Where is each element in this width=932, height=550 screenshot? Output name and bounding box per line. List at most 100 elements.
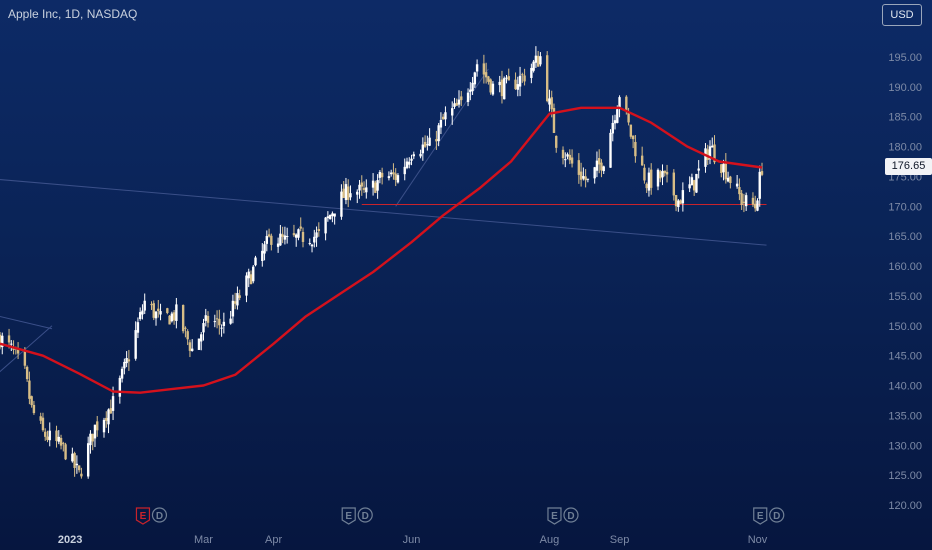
candle-body: [109, 408, 112, 414]
candle-body: [202, 323, 205, 333]
candle-body: [754, 203, 757, 209]
candle: [460, 90, 463, 107]
candle: [491, 81, 495, 96]
candle-body: [125, 358, 128, 364]
candle-body: [514, 79, 517, 90]
candle-body: [597, 158, 601, 165]
candle: [568, 149, 572, 165]
candle: [724, 153, 728, 184]
candle-body: [471, 82, 474, 91]
candle-body: [157, 308, 160, 312]
candle: [729, 175, 732, 189]
candle: [136, 317, 140, 339]
candle-body: [579, 171, 583, 180]
candle-body: [123, 361, 126, 369]
candle: [285, 227, 289, 244]
earnings-badge: [135, 507, 151, 525]
candle-body: [740, 193, 743, 206]
candle: [233, 292, 237, 310]
candle: [437, 122, 440, 147]
candle: [59, 434, 63, 450]
candle: [32, 400, 36, 415]
candle: [536, 50, 540, 67]
y-tick-label: 155.00: [888, 291, 922, 303]
candle: [166, 307, 169, 315]
candle: [656, 168, 660, 191]
candle: [371, 173, 375, 196]
candle-body: [48, 430, 51, 441]
trend-lines: [0, 68, 767, 373]
candle-body: [236, 293, 239, 306]
candle-body: [586, 178, 590, 180]
candle: [138, 307, 142, 321]
candle: [498, 75, 501, 93]
candle: [93, 424, 97, 448]
candle-body: [692, 180, 696, 191]
candle-body: [55, 430, 58, 441]
candle: [236, 286, 239, 310]
candle: [552, 103, 556, 133]
candle: [679, 199, 682, 205]
candle-body: [564, 159, 567, 161]
candle: [30, 395, 33, 408]
candle-body: [261, 250, 264, 261]
candle: [170, 311, 174, 323]
price-axis[interactable]: 120.00 125.00 130.00 135.00 140.00 145.00 150.…: [880, 0, 932, 550]
candle-body: [247, 271, 250, 279]
candle-body: [376, 180, 379, 191]
candle: [618, 95, 621, 118]
x-tick-label: Aug: [540, 534, 560, 546]
candle-body: [507, 76, 510, 81]
candle-body: [482, 63, 486, 75]
candle-body: [577, 160, 581, 175]
candle-body: [107, 409, 110, 425]
candle: [73, 451, 76, 477]
candle: [220, 324, 223, 337]
candle: [595, 151, 599, 178]
candle-body: [706, 149, 709, 160]
y-tick-label: 170.00: [888, 201, 922, 213]
candle: [688, 176, 691, 193]
candle: [175, 297, 178, 329]
candle-body: [552, 108, 556, 133]
candle-body: [595, 160, 599, 171]
candle-body: [455, 102, 458, 106]
candle: [451, 101, 454, 125]
candle: [516, 76, 519, 97]
candle-body: [611, 122, 614, 134]
candle: [394, 168, 397, 187]
dividend-badge: [357, 507, 373, 523]
candle-body: [57, 436, 60, 442]
candle: [62, 441, 65, 452]
candle-body: [93, 424, 97, 439]
candle-body: [295, 234, 298, 238]
candle: [751, 192, 755, 207]
candle: [213, 314, 217, 328]
candle: [200, 332, 203, 351]
candle-body: [184, 327, 187, 329]
candle-body: [566, 154, 569, 157]
candle-body: [659, 171, 662, 179]
candle-body: [340, 191, 343, 217]
candle: [744, 192, 748, 211]
candle-body: [25, 366, 29, 380]
candle-body: [634, 141, 637, 157]
candle-body: [154, 311, 158, 319]
candle: [593, 166, 596, 184]
candle: [609, 129, 612, 168]
candle-body: [722, 163, 725, 173]
currency-button[interactable]: USD: [882, 4, 922, 26]
candle: [672, 169, 676, 201]
candle-body: [141, 310, 144, 315]
candle-body: [281, 234, 284, 237]
candle-body: [313, 236, 316, 243]
candle-body: [71, 453, 74, 462]
candle-body: [711, 145, 714, 148]
time-axis[interactable]: 2023 Mar Apr Jun Aug Sep Nov: [58, 534, 768, 546]
candle: [181, 304, 185, 334]
